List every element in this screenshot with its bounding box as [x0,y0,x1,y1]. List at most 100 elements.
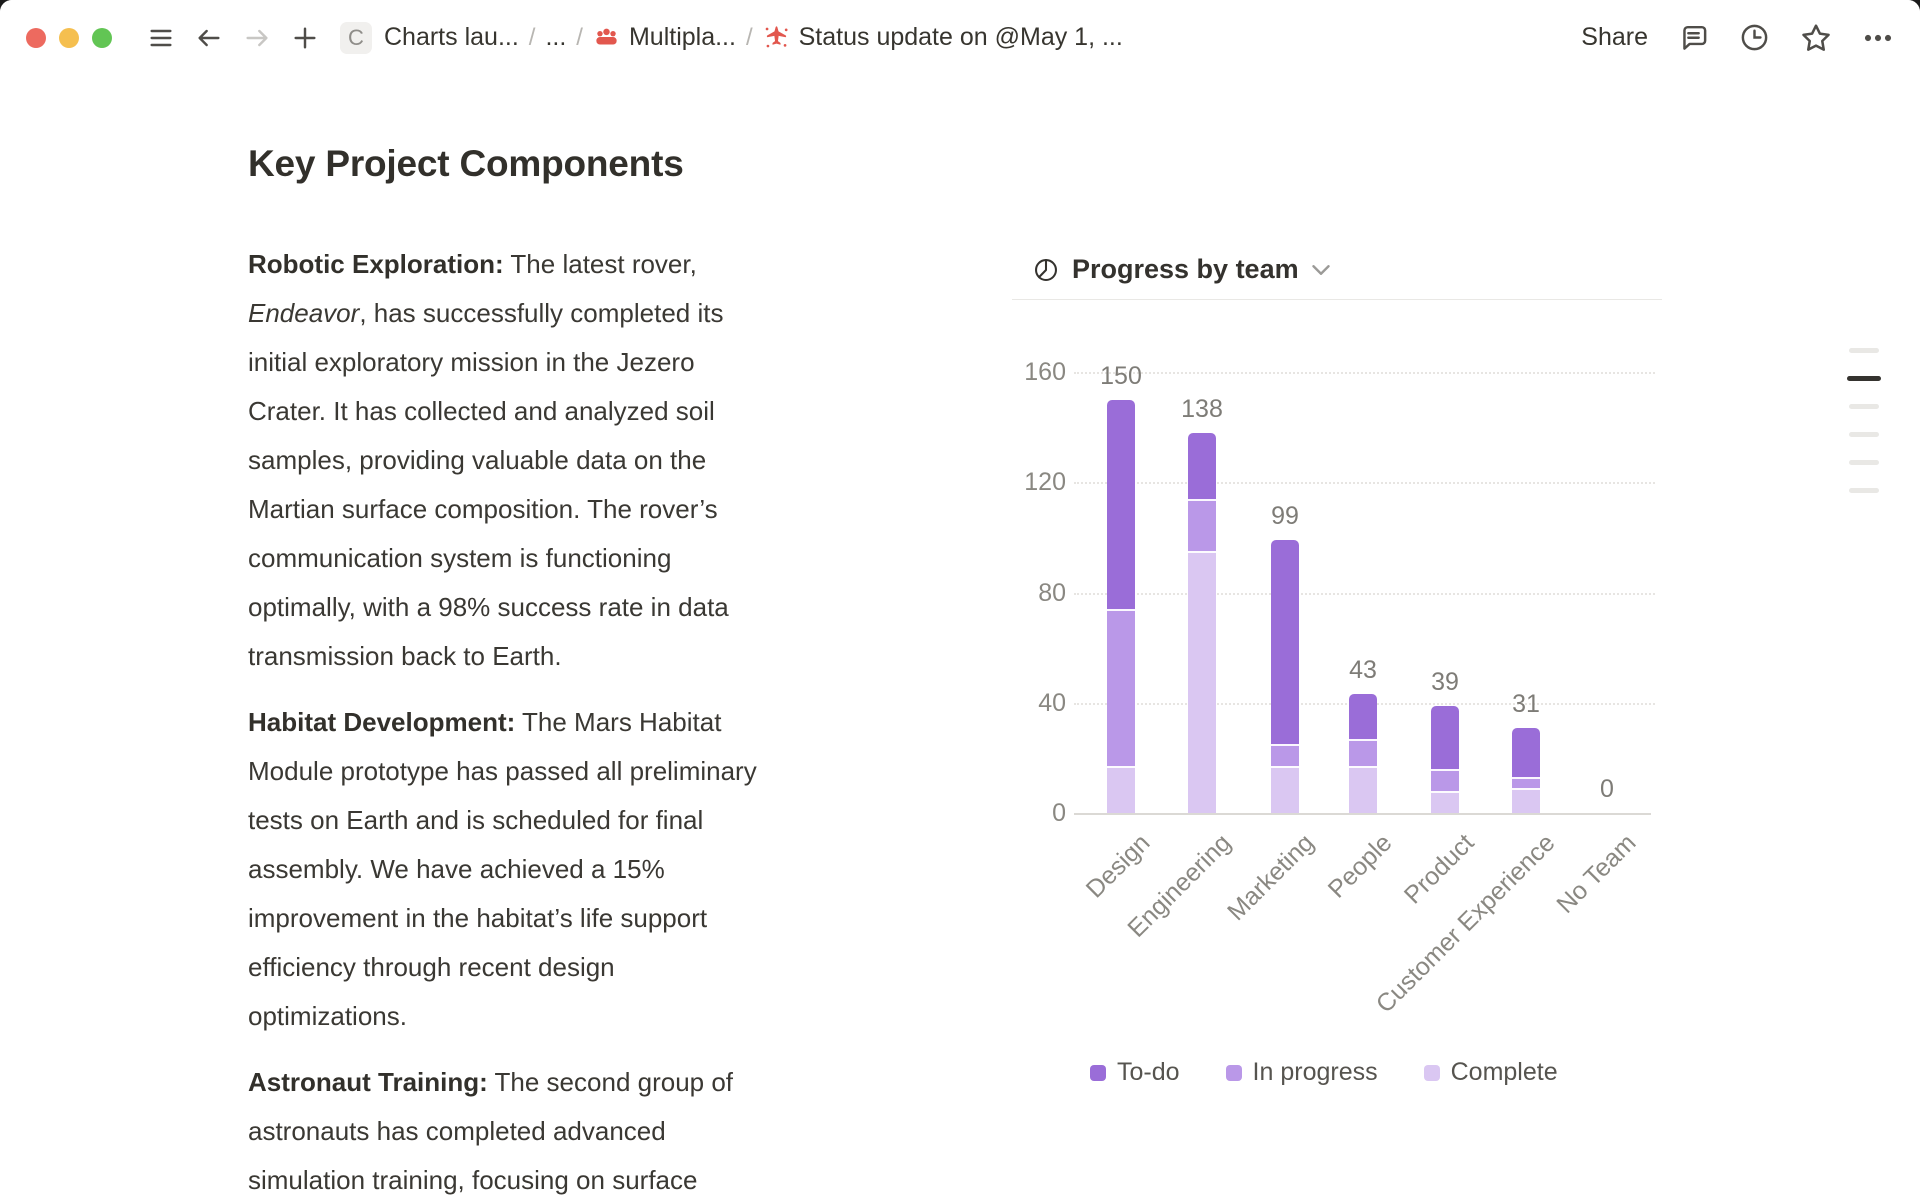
bar-value-label: 43 [1349,656,1377,685]
x-axis-line [1074,813,1651,815]
text-segment: efficiency through recent design [248,952,615,982]
legend-item-in-progress[interactable]: In progress [1225,1058,1378,1087]
bar-value-label: 99 [1271,502,1299,531]
bar-segment-in-progress[interactable] [1188,498,1216,552]
text-segment: The latest rover, [503,249,697,279]
breadcrumb: Charts lau... / ... / Multipla... / Stat… [384,23,1123,52]
close-window-button[interactable] [26,27,46,48]
arrow-right-icon [246,29,268,46]
bar-segment-to-do[interactable] [1512,727,1540,778]
legend-item-complete[interactable]: Complete [1423,1058,1558,1087]
doc-paragraph[interactable]: Astronaut Training: The second group of a… [248,1058,908,1200]
breadcrumb-item-current-page[interactable]: Status update on @May 1, ... [763,23,1123,52]
legend-color-chip [1225,1064,1242,1081]
doc-paragraph[interactable]: Habitat Development: The Mars Habitat Mod… [248,698,908,1041]
more-options-button[interactable] [1862,22,1894,54]
legend-label: To-do [1117,1058,1180,1086]
bar-segment-complete[interactable] [1349,766,1377,813]
updates-button[interactable] [1739,22,1770,53]
text-segment: The second group of [487,1067,734,1097]
doc-paragraphs: Robotic Exploration: The latest rover, En… [248,240,908,1200]
bar-segment-complete[interactable] [1431,790,1459,813]
bar-segment-to-do[interactable] [1349,694,1377,739]
bar-design[interactable] [1107,399,1135,813]
gridline [1074,592,1655,595]
share-button[interactable]: Share [1581,23,1648,51]
breadcrumb-item-workspace[interactable]: Charts lau... [384,23,519,52]
traffic-lights [26,27,112,48]
bar-product[interactable] [1431,705,1459,813]
favorite-button[interactable] [1800,22,1832,54]
breadcrumb-separator: / [528,23,536,51]
text-segment: Module prototype has passed all prelimin… [248,756,757,786]
bar-people[interactable] [1349,694,1377,813]
legend-item-to-do[interactable]: To-do [1090,1058,1180,1087]
bar-segment-complete[interactable] [1271,766,1299,813]
workspace-badge[interactable]: C [340,21,372,54]
page-title[interactable]: Key Project Components [248,143,684,184]
bar-segment-to-do[interactable] [1431,705,1459,769]
text-segment: transmission back to Earth. [248,641,562,671]
legend-label: In progress [1252,1058,1378,1086]
bar-segment-complete[interactable] [1188,551,1216,813]
pie-chart-icon [1035,258,1057,281]
text-segment: Robotic Exploration: [248,249,504,279]
toc-dash[interactable] [1849,460,1879,465]
breadcrumb-label: Status update on @May 1, ... [798,23,1123,51]
toc-dash[interactable] [1849,488,1879,493]
chevron-down-icon [1311,264,1330,275]
ellipsis-icon [1864,34,1892,41]
y-axis-tick-label: 160 [1024,358,1066,387]
breadcrumb-item-collapsed[interactable]: ... [545,23,566,52]
bar-segment-to-do[interactable] [1188,432,1216,499]
comments-button[interactable] [1678,22,1709,53]
topbar-actions: Share [1581,22,1894,54]
new-page-button[interactable] [288,21,322,55]
doc-paragraph[interactable]: Robotic Exploration: The latest rover, En… [248,240,908,681]
hamburger-icon [150,29,172,46]
text-segment: samples, providing valuable data on the [248,445,707,475]
toc-dash[interactable] [1849,404,1879,409]
y-axis-tick-label: 40 [1038,688,1066,717]
chart-header[interactable]: Progress by team [1012,240,1662,300]
arrow-left-icon [198,29,220,46]
toc-dash[interactable] [1849,348,1879,353]
bar-value-label: 150 [1100,361,1142,390]
text-segment: optimizations. [248,1001,407,1031]
bar-segment-in-progress[interactable] [1512,777,1540,789]
breadcrumb-label: ... [545,23,567,51]
bar-marketing[interactable] [1271,540,1299,813]
legend-color-chip [1090,1064,1106,1081]
breadcrumb-item-multiplayer[interactable]: Multipla... [593,23,736,52]
bar-segment-to-do[interactable] [1271,540,1299,745]
bar-segment-in-progress[interactable] [1349,738,1377,767]
bar-segment-complete[interactable] [1512,788,1540,813]
sidebar-toggle-button[interactable] [144,21,178,55]
zoom-window-button[interactable] [92,27,112,48]
back-button[interactable] [192,21,226,55]
text-segment: astronauts has completed advanced [248,1116,666,1146]
chart-title: Progress by team [1072,254,1299,284]
chart-legend: To-do In progress Complete [1012,1058,1662,1087]
bar-segment-in-progress[interactable] [1271,744,1299,767]
chart-block: Progress by team 0 40 80 120 160 150 Design 138… [1012,240,1662,1140]
bar-engineering[interactable] [1188,432,1216,813]
bar-segment-to-do[interactable] [1107,399,1135,610]
gridline [1074,482,1655,485]
bar-segment-complete[interactable] [1107,766,1135,813]
text-segment: tests on Earth and is scheduled for fina… [248,805,704,835]
text-segment: , has successfully completed its [359,298,724,328]
breadcrumb-label: Multipla... [628,23,736,51]
minimize-window-button[interactable] [59,27,79,48]
clock-icon [1741,24,1768,51]
forward-button[interactable] [240,21,274,55]
bar-customer-experience[interactable] [1512,727,1540,813]
bar-segment-in-progress[interactable] [1107,609,1135,767]
text-segment: optimally, with a 98% success rate in da… [248,592,729,622]
toc-dash-active[interactable] [1847,376,1881,381]
bar-segment-in-progress[interactable] [1431,768,1459,791]
toc-dash[interactable] [1849,432,1879,437]
text-segment: Endeavor [248,298,360,328]
document-column: Key Project Components Robotic Explorati… [248,143,908,1200]
